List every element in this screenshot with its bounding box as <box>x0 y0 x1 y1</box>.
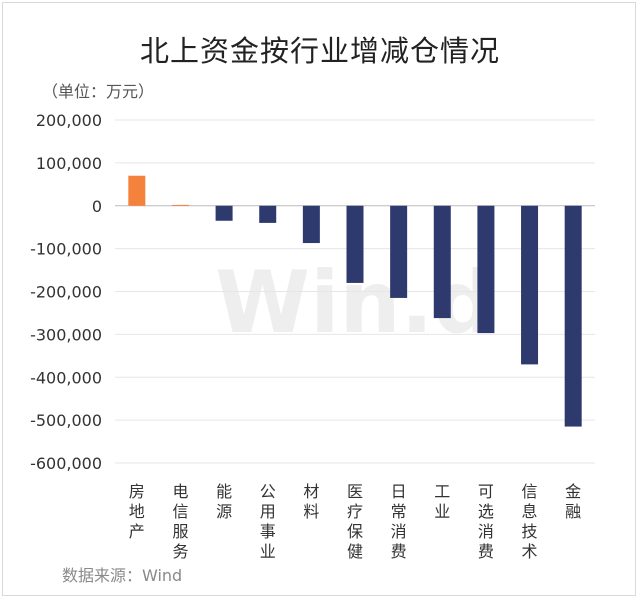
y-tick-label: -500,000 <box>30 411 102 430</box>
bar <box>215 205 233 221</box>
bar <box>521 205 539 365</box>
bar <box>171 204 189 206</box>
bar <box>564 205 582 427</box>
bar <box>346 205 364 283</box>
y-tick-label: 0 <box>92 197 102 216</box>
y-tick-label: -400,000 <box>30 368 102 387</box>
y-tick-label: -300,000 <box>30 325 102 344</box>
y-tick-label: -100,000 <box>30 240 102 259</box>
x-tick-label: 公用事业 <box>260 482 276 561</box>
bar <box>259 205 277 223</box>
y-tick-label: 200,000 <box>36 111 102 130</box>
x-tick-label: 日常消费 <box>391 482 407 561</box>
bar <box>390 205 408 298</box>
x-tick-label: 电信服务 <box>172 482 188 561</box>
bar <box>302 205 320 244</box>
x-tick-label: 可选消费 <box>478 482 494 561</box>
x-tick-label: 金融 <box>565 482 581 521</box>
x-tick-label: 工业 <box>434 482 450 521</box>
bar <box>433 205 451 319</box>
y-tick-label: -200,000 <box>30 283 102 302</box>
y-tick-label: 100,000 <box>36 154 102 173</box>
x-tick-label: 能源 <box>216 482 232 521</box>
x-tick-label: 信息技术 <box>522 482 538 561</box>
x-tick-label: 医疗保健 <box>347 482 363 561</box>
x-tick-label: 房地产 <box>129 482 145 541</box>
y-tick-label: -600,000 <box>30 454 102 473</box>
bar <box>128 175 146 206</box>
bar <box>477 205 495 334</box>
chart-title: 北上资金按行业增减仓情况 <box>139 34 500 68</box>
x-tick-label: 材料 <box>303 482 319 521</box>
source-note: 数据来源：Wind <box>62 566 183 585</box>
unit-label: （单位：万元） <box>42 82 155 101</box>
